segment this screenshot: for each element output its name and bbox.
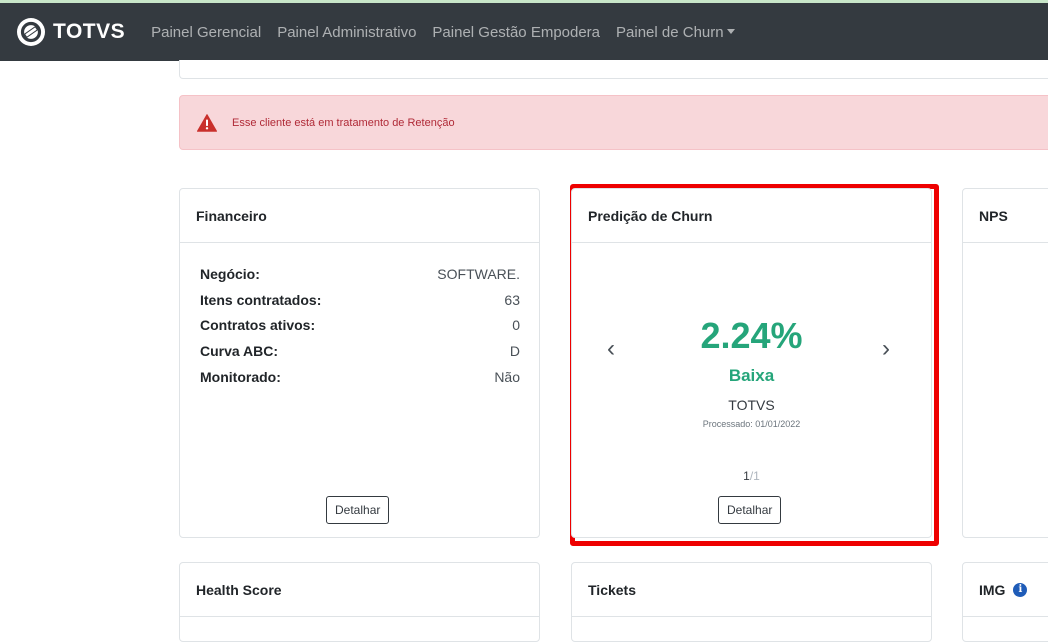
caret-down-icon bbox=[726, 28, 735, 34]
row-itens-contratados: Itens contratados: 63 bbox=[200, 287, 520, 313]
churn-processed-date: Processado: 01/01/2022 bbox=[702, 419, 801, 429]
label: Itens contratados: bbox=[200, 291, 322, 308]
top-card-bottom bbox=[179, 60, 1048, 79]
row-curva-abc: Curva ABC: D bbox=[200, 338, 520, 364]
nav-painel-gerencial[interactable]: Painel Gerencial bbox=[151, 23, 262, 41]
alert-message: Esse cliente está em tratamento de Reten… bbox=[232, 116, 455, 129]
nav-painel-churn-label: Painel de Churn bbox=[616, 23, 724, 41]
row-contratos-ativos: Contratos ativos: 0 bbox=[200, 312, 520, 338]
brand-name: TOTVS bbox=[53, 20, 126, 43]
value: 0 bbox=[512, 317, 520, 334]
retention-alert: Esse cliente está em tratamento de Reten… bbox=[179, 95, 1048, 150]
chevron-left-icon[interactable]: ‹ bbox=[607, 335, 615, 362]
label: Monitorado: bbox=[200, 368, 281, 385]
label: Curva ABC: bbox=[200, 342, 279, 359]
financeiro-card: Financeiro Negócio: SOFTWARE. Itens contr… bbox=[179, 188, 540, 538]
nav-painel-churn-dropdown[interactable]: Painel de Churn bbox=[616, 24, 735, 41]
churn-percentage: 2.24% bbox=[700, 315, 803, 356]
row-monitorado: Monitorado: Não bbox=[200, 364, 520, 390]
page-total: /1 bbox=[749, 469, 760, 483]
label: Negócio: bbox=[200, 265, 260, 282]
nps-card: NPS bbox=[962, 188, 1048, 538]
chevron-right-icon[interactable]: › bbox=[882, 335, 890, 362]
financeiro-detalhar-button[interactable]: Detalhar bbox=[326, 496, 390, 524]
carousel-pagination: 1/1 bbox=[572, 469, 931, 483]
warning-triangle-icon bbox=[197, 113, 217, 132]
top-accent-line bbox=[0, 0, 1048, 3]
health-score-title: Health Score bbox=[180, 563, 539, 617]
churn-card: Predição de Churn ‹ › 2.24% Baixa TOTVS … bbox=[571, 188, 932, 538]
financeiro-details: Negócio: SOFTWARE. Itens contratados: 63 C… bbox=[200, 261, 520, 389]
value: SOFTWARE. bbox=[437, 265, 520, 282]
top-navbar: TOTVS Painel Gerencial Painel Administra… bbox=[0, 3, 1048, 61]
value: D bbox=[509, 342, 520, 359]
value: 63 bbox=[504, 291, 520, 308]
brand[interactable]: TOTVS bbox=[16, 17, 125, 47]
churn-title: Predição de Churn bbox=[572, 189, 931, 243]
nav-painel-gestao-empodera[interactable]: Painel Gestão Empodera bbox=[432, 23, 601, 41]
img-card: IMG i bbox=[962, 562, 1048, 642]
value: Não bbox=[494, 368, 520, 385]
info-icon[interactable]: i bbox=[1013, 582, 1028, 597]
nav-painel-administrativo[interactable]: Painel Administrativo bbox=[277, 23, 417, 41]
totvs-logo-icon bbox=[17, 18, 45, 46]
financeiro-title: Financeiro bbox=[180, 189, 539, 243]
churn-detalhar-button[interactable]: Detalhar bbox=[718, 496, 782, 524]
health-score-card: Health Score bbox=[179, 562, 540, 642]
row-negocio: Negócio: SOFTWARE. bbox=[200, 261, 520, 287]
churn-level: Baixa bbox=[728, 366, 775, 385]
label: Contratos ativos: bbox=[200, 317, 316, 334]
churn-company: TOTVS bbox=[728, 397, 775, 413]
img-title: IMG bbox=[979, 581, 1006, 598]
tickets-title: Tickets bbox=[572, 563, 931, 617]
nps-title: NPS bbox=[963, 189, 1048, 243]
img-header: IMG i bbox=[963, 563, 1048, 617]
tickets-card: Tickets bbox=[571, 562, 932, 642]
page-current: 1 bbox=[743, 469, 750, 483]
